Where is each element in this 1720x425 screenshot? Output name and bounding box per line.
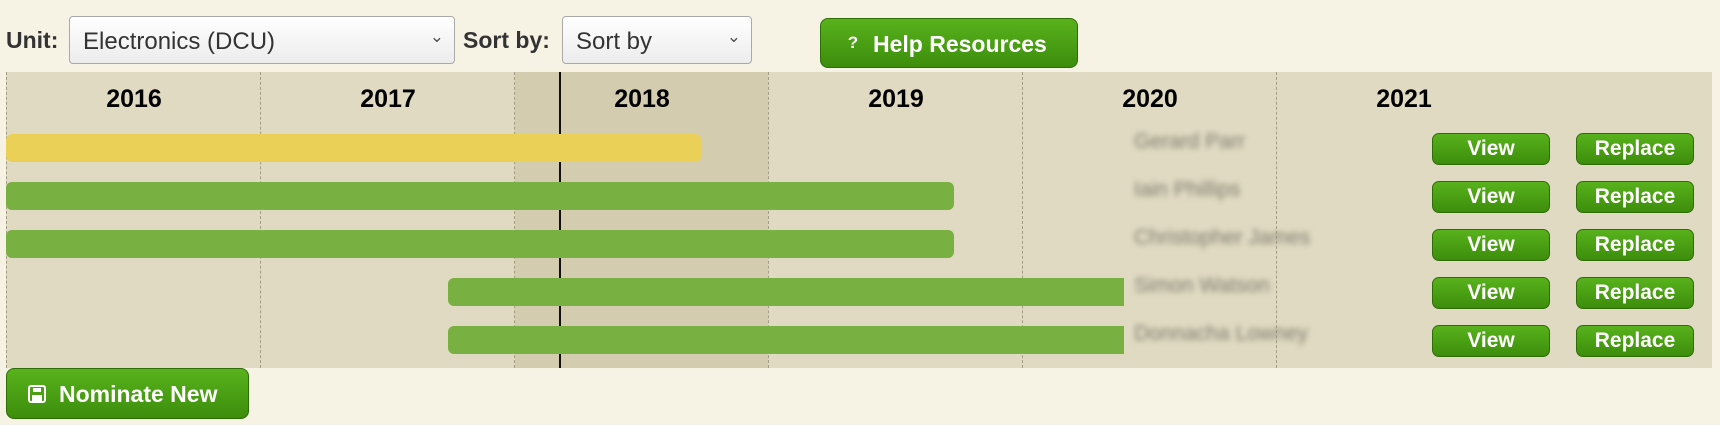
- sort-select-value: Sort by: [576, 28, 653, 55]
- year-2020: 2020: [1122, 85, 1178, 113]
- unit-select-value: Electronics (DCU): [83, 28, 276, 55]
- view-button[interactable]: View: [1432, 325, 1550, 357]
- grid-line: [260, 72, 261, 368]
- unit-select[interactable]: Electronics (DCU) ⌄: [69, 16, 455, 64]
- year-2019: 2019: [868, 85, 924, 113]
- year-2017: 2017: [360, 85, 416, 113]
- grid-line: [6, 72, 7, 368]
- replace-button[interactable]: Replace: [1576, 325, 1694, 357]
- nomination-bar[interactable]: [448, 326, 1124, 354]
- view-button[interactable]: View: [1432, 133, 1550, 165]
- sort-label: Sort by:: [463, 27, 550, 53]
- replace-button[interactable]: Replace: [1576, 181, 1694, 213]
- nomination-bar[interactable]: [6, 182, 954, 210]
- timeline-chart: 2016 2017 2018 2019 2020 2021 Gerard Par…: [6, 72, 1712, 368]
- today-marker: [559, 72, 561, 368]
- chevron-down-icon: ⌄: [429, 27, 444, 46]
- grid-line: [514, 72, 515, 368]
- help-resources-button[interactable]: ? Help Resources: [820, 18, 1078, 68]
- nominee-name: Iain Phillips: [1134, 178, 1241, 201]
- grid-line: [1276, 72, 1277, 368]
- year-2018: 2018: [614, 85, 670, 113]
- nominee-name: Donnacha Lowney: [1134, 322, 1308, 345]
- help-resources-label: Help Resources: [873, 31, 1047, 57]
- question-icon: ?: [847, 33, 859, 52]
- sort-select[interactable]: Sort by ⌄: [562, 16, 752, 64]
- nomination-bar[interactable]: [448, 278, 1124, 306]
- replace-button[interactable]: Replace: [1576, 277, 1694, 309]
- nominee-name: Christopher James: [1134, 226, 1311, 249]
- grid-line: [1022, 72, 1023, 368]
- nomination-bar[interactable]: [6, 230, 954, 258]
- chevron-down-icon: ⌄: [726, 27, 741, 46]
- unit-label: Unit:: [6, 27, 59, 53]
- nominee-name: Gerard Parr: [1134, 130, 1245, 153]
- nominee-name: Simon Watson: [1134, 274, 1270, 297]
- nominate-new-label: Nominate New: [59, 381, 218, 407]
- view-button[interactable]: View: [1432, 181, 1550, 213]
- view-button[interactable]: View: [1432, 229, 1550, 261]
- current-period-band: [515, 72, 768, 368]
- nomination-bar[interactable]: [6, 134, 701, 162]
- year-2021: 2021: [1376, 85, 1432, 113]
- grid-line: [768, 72, 769, 368]
- view-button[interactable]: View: [1432, 277, 1550, 309]
- replace-button[interactable]: Replace: [1576, 133, 1694, 165]
- save-icon: [28, 385, 46, 403]
- replace-button[interactable]: Replace: [1576, 229, 1694, 261]
- nominate-new-button[interactable]: Nominate New: [6, 368, 249, 419]
- year-2016: 2016: [106, 85, 162, 113]
